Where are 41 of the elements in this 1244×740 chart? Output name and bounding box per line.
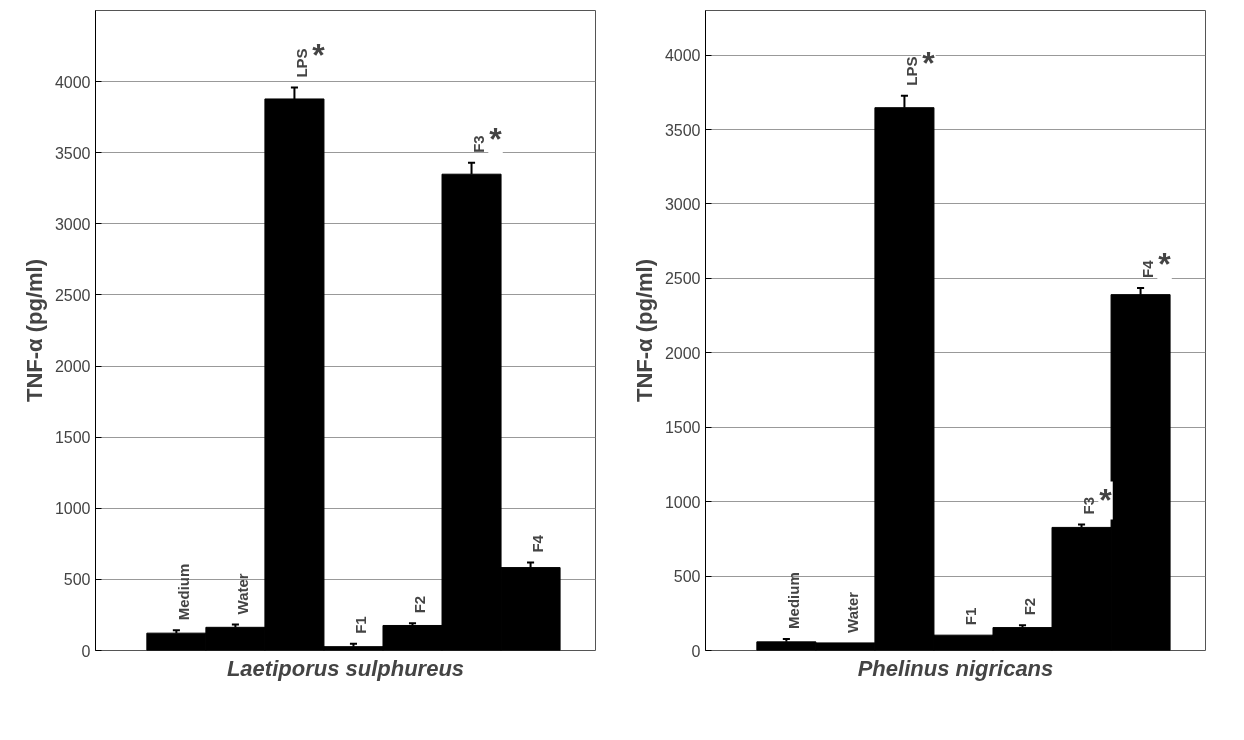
category-label: F4 <box>529 535 547 553</box>
y-tick-label: 2000 <box>664 344 701 362</box>
annotation: * <box>1158 245 1172 282</box>
category-label: F1 <box>961 607 979 626</box>
y-tick-label: 1000 <box>664 493 701 511</box>
annotation: * <box>1099 482 1113 519</box>
category-label: LPS <box>292 48 310 78</box>
category-label: F3 <box>1080 496 1098 515</box>
category-label: F2 <box>1021 597 1038 616</box>
y-tick-label: 1000 <box>54 500 91 518</box>
y-axis-title: TNF-α (pg/ml) <box>21 258 47 403</box>
category-label: Medium <box>784 572 802 629</box>
y-tick-label: 2500 <box>54 286 91 304</box>
y-axis-title: TNF-α (pg/ml) <box>631 258 657 403</box>
y-tick-label: 0 <box>691 642 701 660</box>
y-tick-label: 4000 <box>664 47 701 65</box>
category-label: F2 <box>411 595 428 614</box>
x-axis-title: Laetiporus sulphureus <box>226 655 465 681</box>
category-label: Water <box>233 573 251 615</box>
y-tick-label: 2500 <box>664 270 701 288</box>
y-tick-label: 2000 <box>54 358 91 376</box>
y-tick-label: 0 <box>81 642 91 660</box>
y-tick-label: 4000 <box>54 73 91 91</box>
category-label: LPS <box>902 56 920 86</box>
y-tick-label: 3000 <box>54 215 91 233</box>
category-label: F1 <box>351 616 369 634</box>
category-label: Water <box>843 591 861 633</box>
y-tick-label: 1500 <box>54 429 91 447</box>
x-axis-title: Phelinus nigricans <box>857 655 1054 681</box>
y-tick-label: 1500 <box>664 419 701 437</box>
y-tick-label: 500 <box>673 568 701 586</box>
annotation: * <box>489 120 503 157</box>
annotation: * <box>922 44 936 81</box>
y-tick-label: 3500 <box>664 121 701 139</box>
category-label: Medium <box>174 563 192 621</box>
category-label: F4 <box>1139 260 1157 278</box>
y-tick-label: 3000 <box>664 195 701 213</box>
annotation: * <box>312 36 326 73</box>
category-label: F3 <box>470 135 488 153</box>
y-tick-label: 500 <box>63 571 91 589</box>
y-tick-label: 3500 <box>54 144 91 162</box>
